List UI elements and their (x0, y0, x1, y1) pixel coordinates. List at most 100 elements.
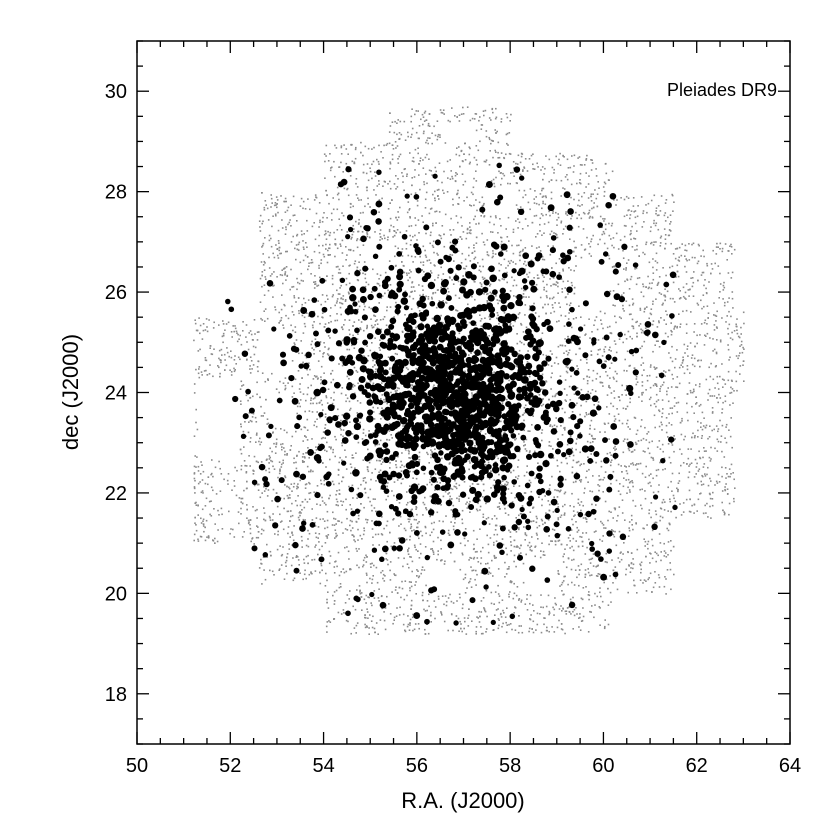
field-star (410, 244, 412, 246)
field-star (448, 597, 450, 599)
field-star (684, 352, 686, 354)
field-star (246, 324, 248, 326)
field-star (535, 312, 537, 314)
field-star (728, 514, 730, 516)
field-star (329, 153, 331, 155)
field-star (497, 232, 499, 234)
field-star (284, 454, 286, 456)
field-star (562, 556, 564, 558)
field-star (305, 499, 307, 501)
field-star (732, 472, 734, 474)
field-star (425, 610, 427, 612)
field-star (344, 319, 346, 321)
field-star (440, 109, 442, 111)
field-star (205, 483, 207, 485)
field-star (418, 459, 420, 461)
field-star (298, 370, 300, 372)
field-star (349, 590, 351, 592)
field-star (514, 606, 516, 608)
field-star (474, 157, 476, 159)
field-star (626, 262, 628, 264)
field-star (725, 426, 727, 428)
field-star (622, 308, 624, 310)
field-star (719, 291, 721, 293)
field-star (318, 526, 320, 528)
field-star (363, 534, 365, 536)
field-star (666, 199, 668, 201)
field-star (689, 498, 691, 500)
field-star (402, 331, 404, 333)
field-star (730, 316, 732, 318)
field-star (348, 598, 350, 600)
field-star (659, 292, 661, 294)
field-star (641, 562, 643, 564)
field-star (717, 482, 719, 484)
field-star (264, 284, 266, 286)
field-star (437, 120, 439, 122)
field-star (310, 492, 312, 494)
field-star (586, 532, 588, 534)
field-star (669, 267, 671, 269)
field-star (608, 624, 610, 626)
field-star (575, 607, 577, 609)
field-star (661, 416, 663, 418)
field-star (523, 420, 525, 422)
field-star (311, 438, 313, 440)
field-star (623, 310, 625, 312)
field-star (730, 244, 732, 246)
field-star (206, 536, 208, 538)
field-star (687, 345, 689, 347)
field-star (660, 448, 662, 450)
field-star (722, 408, 724, 410)
field-star (680, 323, 682, 325)
field-star (670, 221, 672, 223)
field-star (462, 253, 464, 255)
field-star (386, 403, 388, 405)
field-star (462, 604, 464, 606)
field-star (239, 335, 241, 337)
field-star (451, 601, 453, 603)
field-star (372, 616, 374, 618)
field-star (524, 444, 526, 446)
field-star (422, 294, 424, 296)
field-star (492, 231, 494, 233)
field-star (425, 255, 427, 257)
field-star (422, 566, 424, 568)
field-star (343, 609, 345, 611)
field-star (723, 289, 725, 291)
field-star (649, 399, 651, 401)
field-star (506, 624, 508, 626)
field-star (578, 617, 580, 619)
field-star (736, 318, 738, 320)
field-star (714, 395, 716, 397)
field-star (408, 624, 410, 626)
field-star (487, 563, 489, 565)
field-star (304, 507, 306, 509)
field-star (312, 226, 314, 228)
field-star (666, 391, 668, 393)
field-star (686, 250, 688, 252)
field-star (354, 321, 356, 323)
field-star (617, 515, 619, 517)
field-star (622, 423, 624, 425)
field-star (550, 285, 552, 287)
field-star (263, 264, 265, 266)
field-star (442, 190, 444, 192)
field-star (637, 278, 639, 280)
field-star (295, 431, 297, 433)
field-star (200, 536, 202, 538)
field-star (625, 466, 627, 468)
field-star (729, 357, 731, 359)
field-star (610, 511, 612, 513)
field-star (389, 143, 391, 145)
field-star (436, 481, 438, 483)
field-star (405, 580, 407, 582)
field-star (455, 486, 457, 488)
field-star (728, 297, 730, 299)
field-star (378, 211, 380, 213)
field-star (374, 364, 376, 366)
field-star (430, 454, 432, 456)
field-star (199, 349, 201, 351)
field-star (253, 473, 255, 475)
field-star (570, 269, 572, 271)
